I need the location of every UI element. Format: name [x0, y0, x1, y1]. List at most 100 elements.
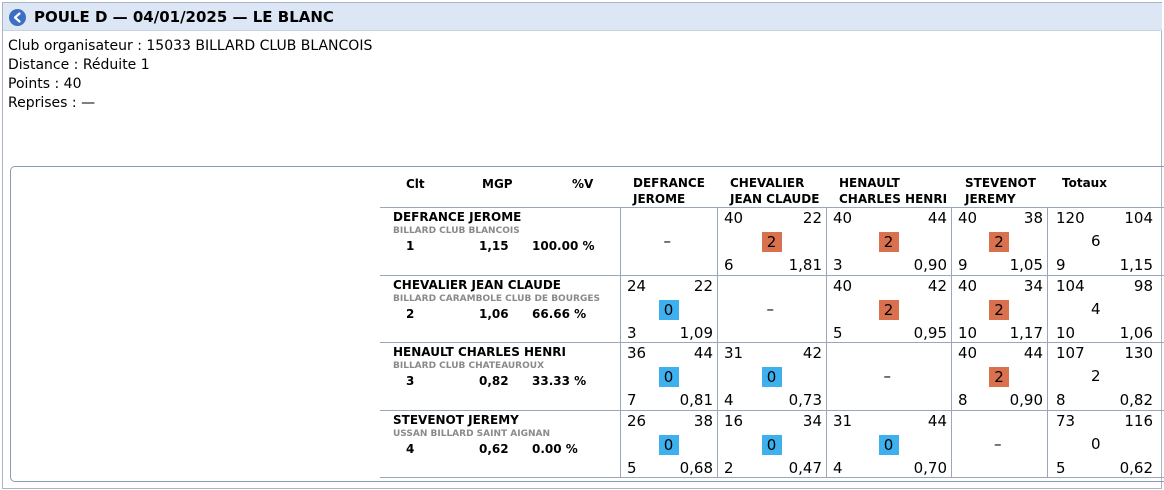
player-mgp: 0,62	[479, 442, 509, 456]
match-average: 0,95	[913, 324, 947, 342]
match-average: 0,81	[679, 391, 713, 409]
total-opponent-points: 130	[1124, 344, 1153, 362]
player-mgp: 0,82	[479, 374, 509, 388]
loss-badge: 0	[878, 435, 899, 455]
total-points: 104	[1056, 277, 1085, 295]
row-separator	[380, 410, 1164, 411]
total-reprises: 10	[1056, 324, 1076, 342]
match-points: 40	[958, 209, 978, 227]
player-pct-wins: 100.00 %	[532, 239, 595, 253]
total-reprises: 9	[1056, 256, 1066, 274]
total-match-points: 0	[1091, 435, 1101, 453]
results-card	[10, 166, 1164, 482]
header-opponent-1: DEFRANCE JEROME	[633, 176, 705, 206]
match-opponent-points: 22	[802, 209, 822, 227]
match-opponent-points: 44	[927, 412, 947, 430]
player-club: USSAN BILLARD SAINT AIGNAN	[393, 429, 551, 439]
match-points: 16	[724, 412, 744, 430]
header-opponent-2: CHEVALIER JEAN CLAUDE	[730, 176, 820, 206]
match-reprises: 4	[724, 391, 734, 409]
header-clt: Clt	[406, 177, 425, 191]
row-separator	[380, 275, 1164, 276]
match-average: 0,73	[788, 391, 822, 409]
player-club: BILLARD CARAMBOLE CLUB DE BOURGES	[393, 294, 600, 304]
win-badge: 2	[989, 300, 1009, 320]
player-name: DEFRANCE JEROME	[393, 210, 522, 224]
player-rank: 4	[406, 442, 415, 456]
self-match-dash: –	[766, 300, 775, 318]
match-points: 40	[833, 277, 853, 295]
loss-badge: 0	[658, 367, 679, 387]
match-average: 1,09	[679, 324, 713, 342]
page-title: POULE D — 04/01/2025 — LE BLANC	[34, 8, 334, 26]
self-match-dash: –	[994, 435, 1002, 453]
match-opponent-points: 42	[802, 344, 822, 362]
column-separator	[1047, 207, 1048, 477]
row-separator	[380, 477, 1164, 478]
total-average: 1,15	[1119, 256, 1153, 274]
title-bar: POULE D — 04/01/2025 — LE BLANC	[3, 3, 1162, 31]
player-club: BILLARD CLUB CHATEAUROUX	[393, 361, 545, 371]
match-points: 31	[724, 344, 744, 362]
match-points: 40	[958, 277, 978, 295]
match-average: 0,90	[913, 256, 947, 274]
match-reprises: 3	[833, 256, 843, 274]
club-organisateur: Club organisateur : 15033 BILLARD CLUB B…	[8, 38, 373, 54]
match-opponent-points: 42	[927, 277, 947, 295]
total-opponent-points: 104	[1124, 209, 1153, 227]
win-badge: 2	[989, 232, 1009, 252]
total-reprises: 8	[1056, 391, 1066, 409]
player-name: HENAULT CHARLES HENRI	[393, 345, 566, 359]
match-average: 1,81	[788, 256, 822, 274]
match-opponent-points: 34	[802, 412, 822, 430]
header-opponent-3: HENAULT CHARLES HENRI	[839, 176, 948, 206]
total-opponent-points: 98	[1133, 277, 1153, 295]
total-points: 120	[1056, 209, 1085, 227]
player-rank: 2	[406, 307, 415, 321]
total-opponent-points: 116	[1124, 412, 1153, 430]
match-average: 0,47	[788, 459, 822, 477]
arrow-left-circle-icon[interactable]	[9, 9, 26, 26]
match-points: 26	[627, 412, 647, 430]
loss-badge: 0	[658, 435, 679, 455]
loss-badge: 0	[761, 435, 782, 455]
player-club: BILLARD CLUB BLANCOIS	[393, 226, 520, 236]
player-pct-wins: 66.66 %	[532, 307, 587, 321]
match-points: 40	[724, 209, 744, 227]
match-reprises: 10	[958, 324, 978, 342]
reprises: Reprises : —	[8, 95, 96, 111]
player-mgp: 1,06	[479, 307, 509, 321]
match-opponent-points: 38	[693, 412, 713, 430]
player-rank: 1	[406, 239, 415, 253]
total-points: 73	[1056, 412, 1076, 430]
match-average: 1,17	[1009, 324, 1043, 342]
match-reprises: 5	[833, 324, 843, 342]
total-match-points: 6	[1091, 232, 1101, 250]
row-separator	[380, 207, 1164, 208]
column-separator	[826, 207, 827, 477]
match-points: 40	[958, 344, 978, 362]
match-reprises: 6	[724, 256, 734, 274]
match-opponent-points: 22	[693, 277, 713, 295]
row-separator	[380, 342, 1164, 343]
header-pv: %V	[572, 177, 594, 191]
match-average: 0,90	[1009, 391, 1043, 409]
poule-info: Club organisateur : 15033 BILLARD CLUB B…	[8, 37, 372, 113]
column-separator	[951, 207, 952, 477]
total-average: 0,82	[1119, 391, 1153, 409]
match-reprises: 2	[724, 459, 734, 477]
match-points: 24	[627, 277, 647, 295]
loss-badge: 0	[761, 367, 782, 387]
match-reprises: 5	[627, 459, 637, 477]
win-badge: 2	[878, 300, 899, 320]
match-reprises: 4	[833, 459, 843, 477]
total-average: 1,06	[1119, 324, 1153, 342]
header-totaux: Totaux	[1062, 176, 1107, 190]
match-reprises: 8	[958, 391, 968, 409]
match-opponent-points: 38	[1023, 209, 1043, 227]
header-mgp: MGP	[482, 177, 513, 191]
match-opponent-points: 34	[1023, 277, 1043, 295]
match-reprises: 9	[958, 256, 968, 274]
points: Points : 40	[8, 76, 82, 92]
